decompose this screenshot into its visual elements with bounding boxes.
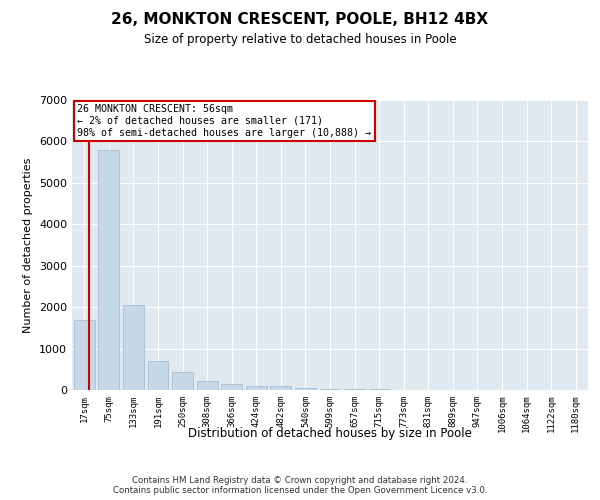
- Bar: [172, 372, 193, 390]
- Bar: [246, 386, 267, 390]
- Bar: [271, 386, 292, 390]
- Text: 26, MONKTON CRESCENT, POOLE, BH12 4BX: 26, MONKTON CRESCENT, POOLE, BH12 4BX: [112, 12, 488, 28]
- Bar: [197, 381, 218, 390]
- Text: Size of property relative to detached houses in Poole: Size of property relative to detached ho…: [143, 32, 457, 46]
- Bar: [344, 389, 365, 390]
- Bar: [74, 320, 95, 390]
- Bar: [295, 388, 316, 390]
- Text: 26 MONKTON CRESCENT: 56sqm
← 2% of detached houses are smaller (171)
98% of semi: 26 MONKTON CRESCENT: 56sqm ← 2% of detac…: [77, 104, 371, 138]
- Text: Distribution of detached houses by size in Poole: Distribution of detached houses by size …: [188, 428, 472, 440]
- Bar: [148, 361, 169, 390]
- Text: Contains HM Land Registry data © Crown copyright and database right 2024.
Contai: Contains HM Land Registry data © Crown c…: [113, 476, 487, 495]
- Bar: [221, 384, 242, 390]
- Y-axis label: Number of detached properties: Number of detached properties: [23, 158, 34, 332]
- Bar: [123, 305, 144, 390]
- Bar: [320, 389, 340, 390]
- Bar: [98, 150, 119, 390]
